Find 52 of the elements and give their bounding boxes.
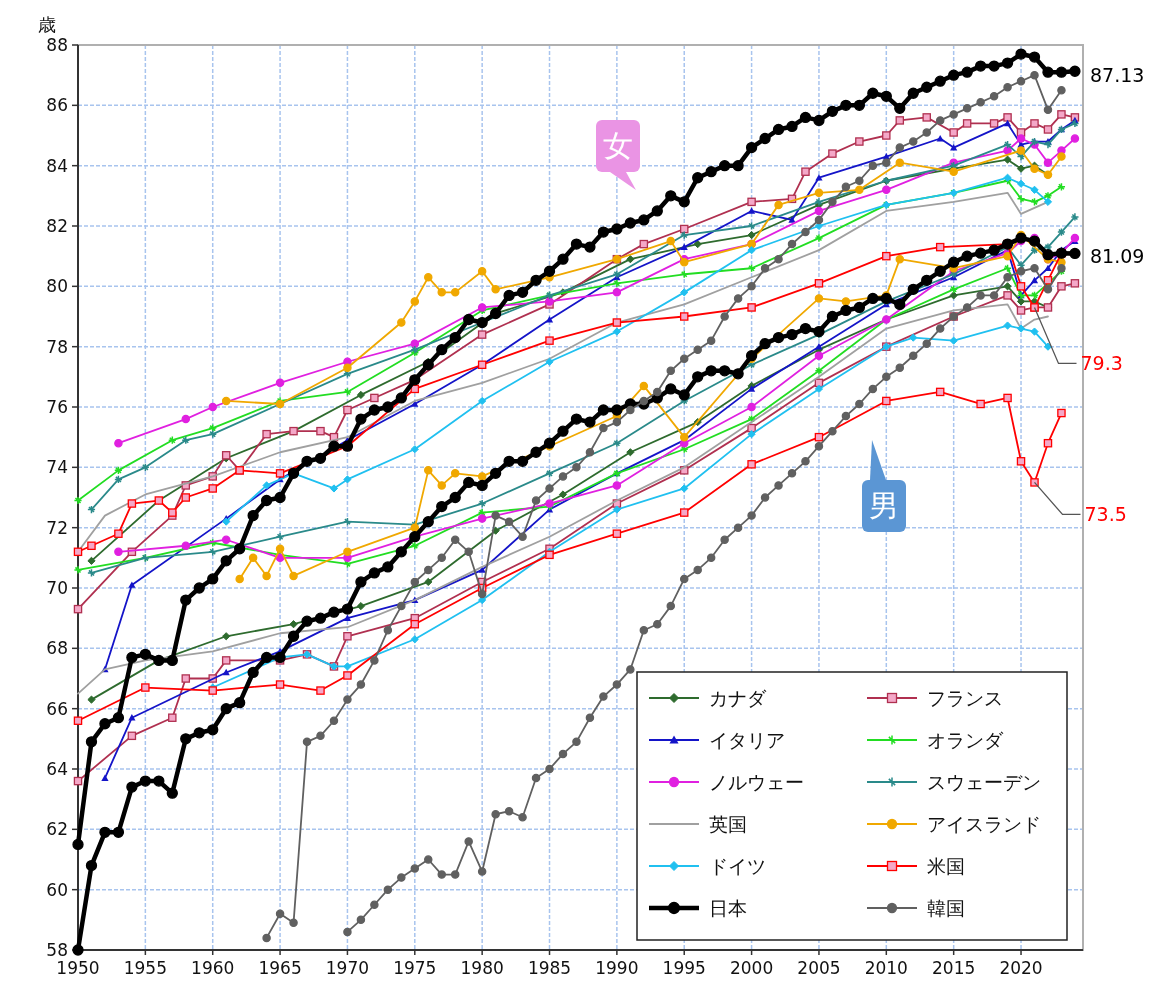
- y-tick-label: 70: [46, 578, 68, 598]
- y-tick-label: 64: [46, 759, 68, 779]
- legend-label: アイスランド: [927, 813, 1041, 835]
- y-tick-label: 84: [46, 155, 68, 176]
- x-tick-label: 2000: [729, 958, 774, 978]
- legend-label: オランダ: [927, 729, 1004, 751]
- y-tick-label: 80: [46, 276, 68, 297]
- y-tick-label: 58: [46, 940, 68, 960]
- y-tick-label: 66: [46, 698, 68, 719]
- y-tick-label: 72: [46, 517, 68, 538]
- legend-label: イタリア: [709, 729, 785, 751]
- y-tick-label: 88: [46, 35, 68, 55]
- annotation: 男: [869, 488, 899, 523]
- x-tick-label: 1985: [527, 958, 572, 978]
- legend-label: ドイツ: [709, 855, 766, 877]
- x-tick-label: 1995: [662, 958, 706, 978]
- y-tick-label: 86: [46, 95, 68, 116]
- legend-label: 英国: [709, 813, 747, 835]
- picture-callout: 女: [596, 120, 640, 190]
- x-tick-label: 2015: [932, 958, 976, 978]
- picture-callout: 男: [862, 440, 906, 532]
- x-tick-label: 2005: [797, 958, 841, 978]
- y-tick-label: 82: [46, 216, 68, 236]
- x-tick-label: 1980: [460, 958, 504, 978]
- x-tick-label: 1965: [258, 958, 302, 978]
- legend-label: 韓国: [927, 897, 965, 919]
- y-tick-label: 78: [46, 336, 68, 357]
- x-tick-label: 1950: [56, 958, 100, 978]
- annotation: 79.3: [1080, 352, 1123, 375]
- legend-label: 米国: [927, 855, 965, 877]
- x-tick-label: 1975: [393, 958, 437, 978]
- y-tick-label: 74: [46, 457, 68, 478]
- legend-label: フランス: [927, 687, 1003, 709]
- legend-label: 日本: [709, 897, 747, 919]
- x-tick-label: 1970: [325, 958, 370, 978]
- y-axis-title: 歳: [38, 14, 56, 35]
- y-tick-label: 68: [46, 638, 68, 659]
- legend-label: スウェーデン: [927, 771, 1041, 793]
- y-tick-label: 60: [46, 879, 68, 900]
- annotation: 女: [603, 128, 633, 163]
- x-tick-label: 1955: [123, 958, 167, 978]
- annotation: 73.5: [1084, 503, 1127, 526]
- text: 87.13: [1090, 64, 1145, 86]
- x-tick-label: 1990: [595, 958, 639, 978]
- x-tick-label: 2010: [864, 958, 908, 978]
- x-tick-label: 2020: [999, 958, 1043, 978]
- y-tick-label: 76: [46, 397, 68, 417]
- y-tick-label: 62: [46, 819, 68, 840]
- text: 81.09: [1090, 245, 1145, 267]
- x-tick-label: 1960: [191, 958, 235, 978]
- legend-label: ノルウェー: [709, 771, 804, 793]
- legend-label: カナダ: [709, 687, 767, 709]
